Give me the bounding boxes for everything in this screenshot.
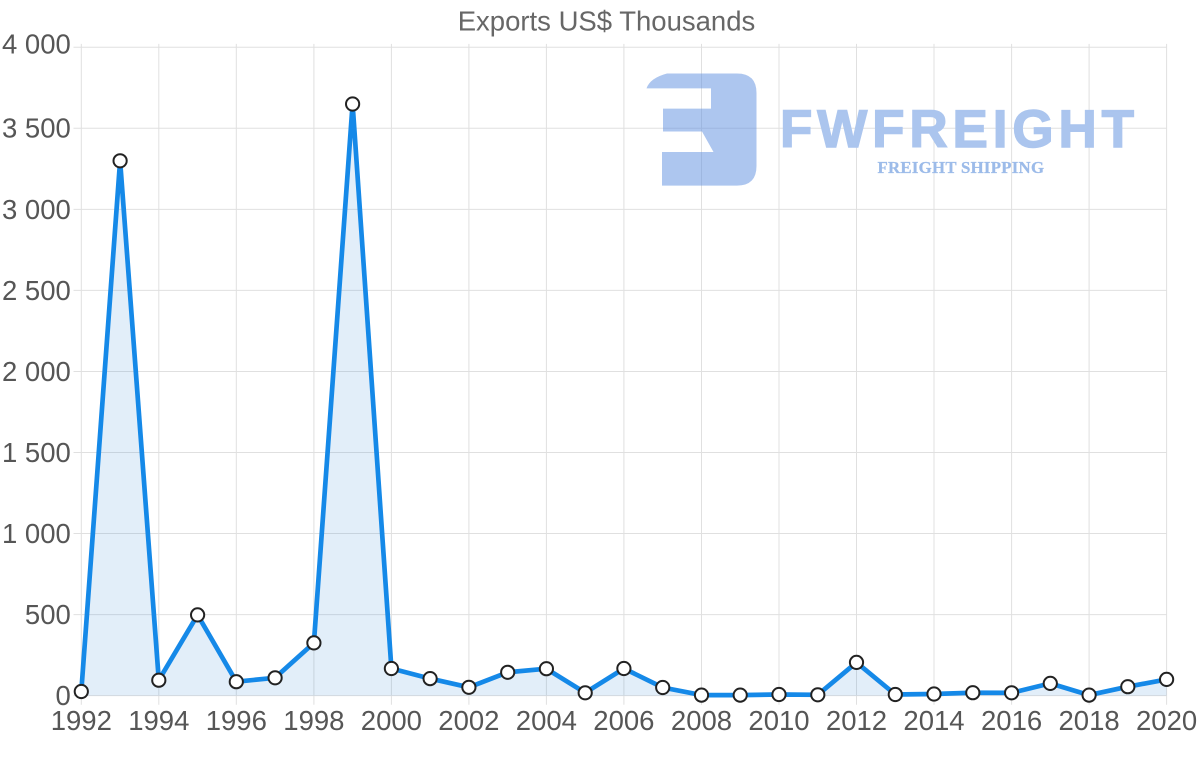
svg-text:2004: 2004 (516, 705, 577, 736)
svg-text:3 000: 3 000 (2, 194, 71, 225)
svg-text:FREIGHT SHIPPING: FREIGHT SHIPPING (878, 158, 1045, 177)
svg-text:Exports US$ Thousands: Exports US$ Thousands (458, 6, 756, 37)
svg-text:1994: 1994 (128, 705, 189, 736)
svg-text:2006: 2006 (593, 705, 654, 736)
svg-text:2002: 2002 (438, 705, 499, 736)
svg-text:500: 500 (25, 599, 71, 630)
svg-text:1992: 1992 (51, 705, 112, 736)
svg-text:4 000: 4 000 (2, 29, 71, 60)
svg-text:2010: 2010 (748, 705, 809, 736)
svg-text:2 500: 2 500 (2, 275, 71, 306)
svg-text:FWFREIGHT: FWFREIGHT (780, 100, 1134, 159)
svg-text:2014: 2014 (903, 705, 964, 736)
svg-text:0: 0 (56, 680, 71, 711)
svg-text:2 000: 2 000 (2, 356, 71, 387)
svg-text:2008: 2008 (671, 705, 732, 736)
svg-text:3 500: 3 500 (2, 113, 71, 144)
svg-text:2012: 2012 (826, 705, 887, 736)
svg-text:1 500: 1 500 (2, 437, 71, 468)
svg-text:2016: 2016 (981, 705, 1042, 736)
svg-text:1996: 1996 (206, 705, 267, 736)
svg-text:1998: 1998 (283, 705, 344, 736)
svg-text:2020: 2020 (1136, 705, 1197, 736)
svg-text:1 000: 1 000 (2, 518, 71, 549)
svg-text:2018: 2018 (1059, 705, 1120, 736)
svg-text:2000: 2000 (361, 705, 422, 736)
